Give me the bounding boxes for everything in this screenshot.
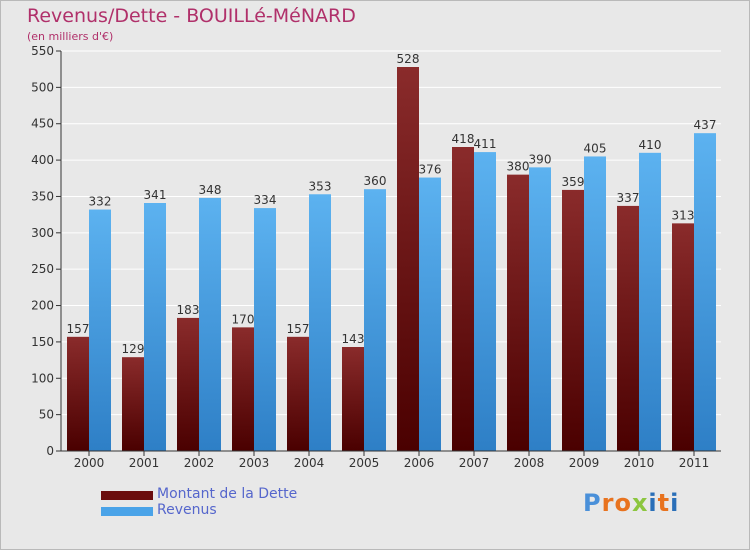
bar-revenue [309, 194, 331, 452]
data-label: 337 [617, 191, 640, 205]
data-label: 157 [67, 322, 90, 336]
data-label: 170 [232, 312, 255, 326]
bar-revenue [89, 209, 111, 451]
legend-label-revenue: Revenus [157, 502, 217, 518]
data-labels: 157 332 129 341 183 348 170 334 157 353 143 360 528 3… [67, 52, 717, 356]
grid-lines [61, 50, 721, 452]
x-tick-label: 2006 [404, 456, 435, 470]
bar-revenue [529, 167, 551, 451]
y-tick-label: 450 [31, 117, 54, 131]
chart-title: Revenus/Dette - BOUILLé-MéNARD [27, 5, 356, 27]
bar-revenue [639, 152, 661, 451]
logo-letter: r [601, 489, 615, 517]
bar-revenue [694, 133, 716, 451]
bar-revenue [254, 208, 276, 451]
logo-letter: o [614, 489, 632, 517]
x-tick-label: 2004 [294, 456, 325, 470]
bar-revenue [144, 203, 166, 451]
data-label: 360 [364, 174, 387, 188]
data-label: 437 [694, 118, 717, 132]
x-tick-label: 2009 [569, 456, 600, 470]
data-label: 129 [122, 342, 145, 356]
data-label: 359 [562, 175, 585, 189]
x-tick-label: 2008 [514, 456, 545, 470]
x-tick-label: 2000 [74, 456, 105, 470]
proxiti-logo: Proxiti [583, 489, 679, 517]
x-tick-label: 2001 [129, 456, 160, 470]
x-tick-label: 2003 [239, 456, 270, 470]
y-tick-label: 100 [31, 371, 54, 385]
y-tick-label: 200 [31, 299, 54, 313]
data-label: 410 [639, 138, 662, 152]
bar-debt [177, 317, 199, 451]
x-tick-label: 2007 [459, 456, 490, 470]
data-label: 348 [199, 183, 222, 197]
y-tick-label: 50 [39, 408, 54, 422]
bar-debt [397, 67, 419, 451]
data-label: 405 [584, 141, 607, 155]
data-label: 183 [177, 303, 200, 317]
plot-area [61, 51, 721, 451]
logo-letter: t [657, 489, 671, 517]
bar-debt [672, 223, 694, 451]
axes: 0 50 100 150 200 250 300 350 400 450 500 550 2000 200… [31, 44, 721, 470]
data-label: 528 [397, 52, 420, 66]
x-tick-label: 2005 [349, 456, 380, 470]
data-label: 157 [287, 322, 310, 336]
y-tick-label: 400 [31, 153, 54, 167]
bar-debt [122, 357, 144, 451]
legend-swatch-debt [101, 491, 153, 500]
logo-letter: i [670, 489, 680, 517]
bar-revenue [419, 177, 441, 451]
legend-label-debt: Montant de la Dette [157, 486, 298, 502]
chart-subtitle: (en milliers d'€) [27, 30, 114, 43]
bar-debt [232, 327, 254, 451]
data-label: 332 [89, 195, 112, 209]
bar-revenue [364, 189, 386, 451]
bar-debt [617, 205, 639, 451]
y-tick-label: 250 [31, 262, 54, 276]
data-label: 411 [474, 137, 497, 151]
y-tick-label: 0 [46, 444, 54, 458]
legend-swatch-revenue [101, 507, 153, 516]
data-label: 143 [342, 332, 365, 346]
y-tick-label: 500 [31, 80, 54, 94]
x-tick-label: 2010 [624, 456, 655, 470]
y-tick-label: 350 [31, 189, 54, 203]
data-label: 353 [309, 179, 332, 193]
bar-debt [507, 174, 529, 452]
y-tick-label: 550 [31, 44, 54, 58]
x-tick-label: 2011 [679, 456, 710, 470]
bar-revenue [199, 197, 221, 451]
data-label: 376 [419, 163, 442, 177]
bar-debt [67, 336, 89, 451]
data-label: 313 [672, 208, 695, 222]
data-label: 418 [452, 132, 475, 146]
bar-debt [452, 147, 474, 451]
bar-debt [287, 336, 309, 451]
bar-debt [562, 189, 584, 451]
logo-letter: x [631, 489, 649, 517]
x-tick-label: 2002 [184, 456, 215, 470]
data-label: 341 [144, 188, 167, 202]
logo-letter: P [583, 489, 602, 517]
bar-debt [342, 347, 364, 451]
bar-revenue [474, 152, 496, 451]
data-label: 380 [507, 160, 530, 174]
data-label: 334 [254, 193, 277, 207]
y-tick-label: 300 [31, 226, 54, 240]
bar-revenue [584, 156, 606, 452]
y-tick-label: 150 [31, 335, 54, 349]
bars [67, 67, 716, 452]
data-label: 390 [529, 152, 552, 166]
logo-letter: i [648, 489, 658, 517]
